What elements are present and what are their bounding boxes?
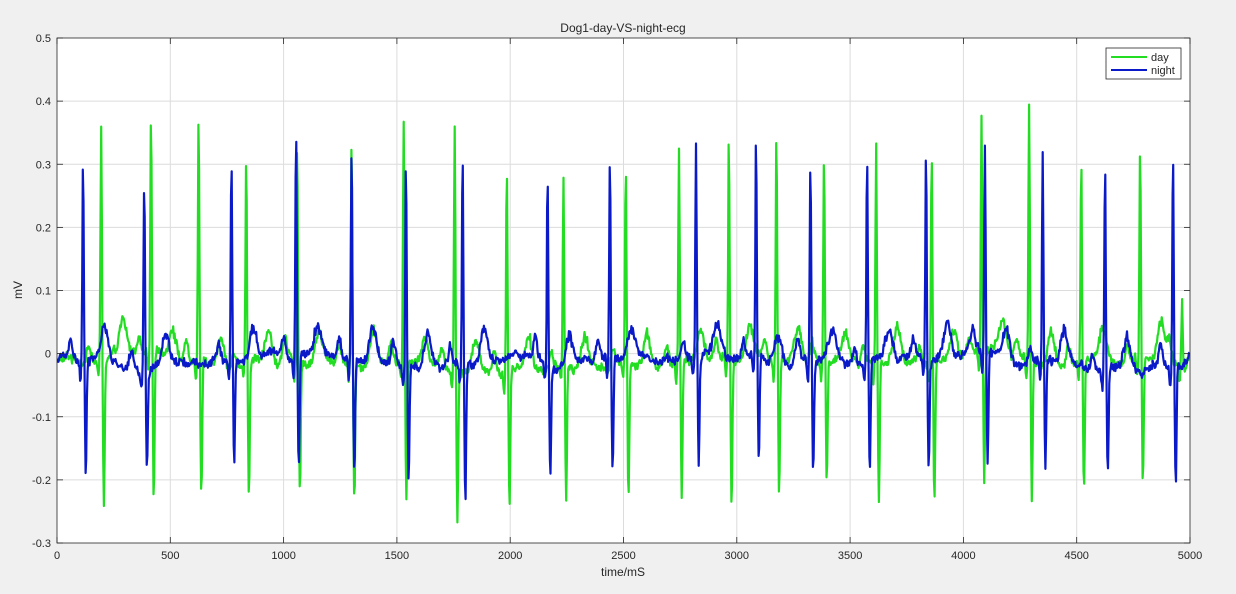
y-tick-label: 0.1 xyxy=(36,286,51,298)
legend-label-day: day xyxy=(1151,52,1169,64)
x-tick-label: 2500 xyxy=(611,550,635,562)
x-tick-label: 2000 xyxy=(498,550,522,562)
y-tick-label: -0.1 xyxy=(32,412,51,424)
legend-box xyxy=(1105,47,1182,80)
ticks: 0 500 1000 1500 2000 2500 3000 3500 4000 4500 5000… xyxy=(32,33,1202,562)
x-tick-label: 4500 xyxy=(1064,550,1088,562)
series-line-day xyxy=(57,103,1190,524)
series-line-night xyxy=(57,140,1190,501)
x-tick-label: 4000 xyxy=(951,550,975,562)
x-tick-label: 3500 xyxy=(838,550,862,562)
x-tick-label: 3000 xyxy=(725,550,749,562)
series-layer xyxy=(57,103,1190,524)
y-tick-label: 0.3 xyxy=(36,159,51,171)
chart-title: Dog1-day-VS-night-ecg xyxy=(560,21,685,35)
x-tick-label: 0 xyxy=(54,550,60,562)
y-tick-label: 0.4 xyxy=(36,96,51,108)
y-axis-label: mV xyxy=(11,281,25,299)
x-tick-label: 1000 xyxy=(271,550,295,562)
y-tick-label: 0 xyxy=(45,349,51,361)
x-tick-label: 1500 xyxy=(385,550,409,562)
x-axis-label: time/mS xyxy=(601,565,645,579)
y-tick-label: -0.3 xyxy=(32,538,51,550)
y-tick-label: -0.2 xyxy=(32,475,51,487)
y-tick-label: 0.5 xyxy=(36,33,51,45)
x-tick-label: 5000 xyxy=(1178,550,1202,562)
legend: day night xyxy=(1105,47,1182,80)
y-tick-label: 0.2 xyxy=(36,222,51,234)
x-tick-label: 500 xyxy=(161,550,179,562)
legend-label-night: night xyxy=(1151,65,1175,77)
